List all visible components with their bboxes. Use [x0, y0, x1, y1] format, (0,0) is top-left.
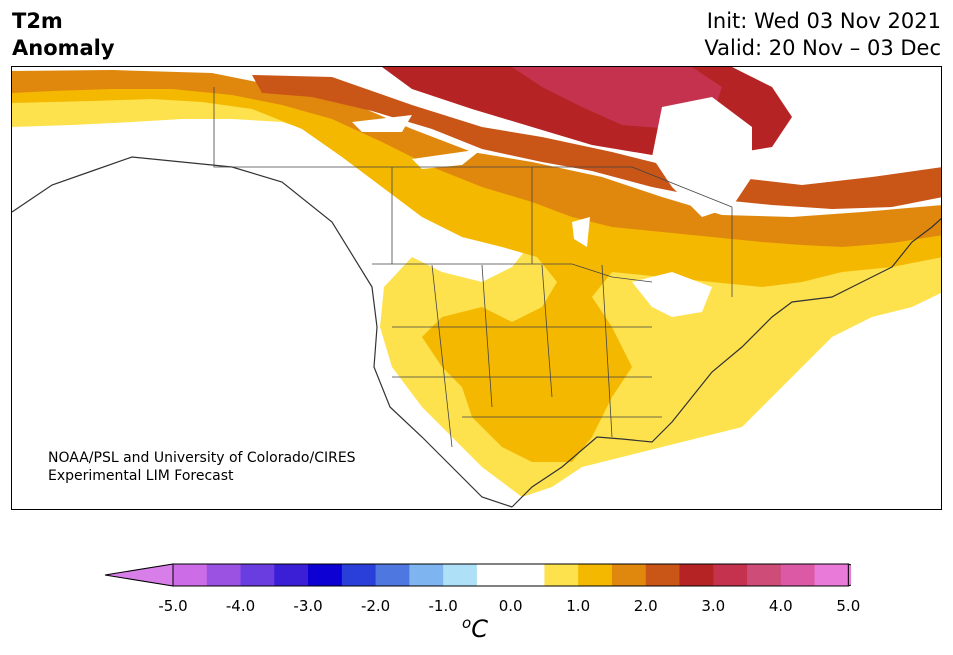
colorbar-swatch	[713, 564, 748, 586]
map-credit: NOAA/PSL and University of Colorado/CIRE…	[48, 449, 356, 485]
colorbar-swatch	[611, 564, 647, 586]
national-borders	[213, 87, 733, 448]
colorbar-tick-label: -5.0	[158, 597, 188, 615]
colorbar-swatch	[578, 564, 613, 586]
colorbar-tick-label: 0.0	[498, 597, 523, 615]
colorbar-border	[172, 563, 849, 587]
colorbar-swatch	[747, 564, 782, 586]
colorbar-swatch	[544, 564, 579, 586]
title-line-2: Anomaly	[12, 36, 115, 60]
anomaly-band-2-0	[252, 75, 941, 209]
colorbar-swatch	[814, 564, 849, 586]
anomaly-band-1-5	[12, 70, 941, 247]
valid-date-label: Valid: 20 Nov – 03 Dec	[704, 36, 941, 60]
forecast-dates: Init: Wed 03 Nov 2021 Valid: 20 Nov – 03…	[704, 8, 941, 62]
anomaly-band-0-5	[12, 81, 941, 497]
colorbar-tick-label: -3.0	[293, 597, 323, 615]
init-date-label: Init: Wed 03 Nov 2021	[706, 9, 941, 33]
anomaly-map	[11, 66, 942, 510]
great-lakes	[632, 272, 712, 317]
lake-shapes	[352, 115, 590, 247]
credit-line-2: Experimental LIM Forecast	[48, 468, 234, 484]
colorbar-swatch	[375, 564, 410, 586]
colorbar-swatch	[510, 564, 545, 586]
colorbar-swatch	[409, 564, 444, 586]
colorbar-swatch	[341, 564, 377, 586]
colorbar-swatch	[240, 564, 275, 586]
credit-line-1: NOAA/PSL and University of Colorado/CIRE…	[48, 450, 356, 466]
coastline	[12, 156, 941, 508]
colorbar-tick-label: -2.0	[360, 597, 391, 615]
colorbar-unit: oC	[462, 614, 488, 643]
colorbar-swatch	[645, 564, 680, 586]
colorbar-swatch	[679, 564, 714, 586]
colorbar-swatch	[274, 564, 309, 586]
colorbar-tick-label: -1.0	[428, 597, 458, 615]
colorbar-extend-low	[104, 563, 174, 587]
colorbar-swatch	[780, 564, 816, 586]
colorbar	[103, 562, 884, 592]
map-title: T2m Anomaly	[12, 8, 115, 62]
colorbar-svg	[104, 563, 884, 587]
colorbar-swatch	[173, 564, 208, 586]
anomaly-band-1-0	[12, 73, 941, 462]
degree-symbol: o	[462, 614, 472, 632]
colorbar-tick-label: 5.0	[836, 597, 861, 615]
unit-label: C	[471, 615, 488, 643]
colorbar-tick-label: -4.0	[225, 597, 256, 615]
hudson-bay	[652, 97, 752, 217]
colorbar-tick-label: 2.0	[633, 597, 658, 615]
colorbar-tick-label: 3.0	[701, 597, 726, 615]
colorbar-swatch	[476, 564, 512, 586]
colorbar-tick-label: 4.0	[768, 597, 793, 615]
title-line-1: T2m	[12, 9, 63, 33]
colorbar-tick-label: 1.0	[566, 597, 591, 615]
colorbar-swatch	[443, 564, 478, 586]
anomaly-map-svg	[12, 67, 941, 508]
colorbar-swatch	[308, 564, 343, 586]
colorbar-swatch	[206, 564, 242, 586]
